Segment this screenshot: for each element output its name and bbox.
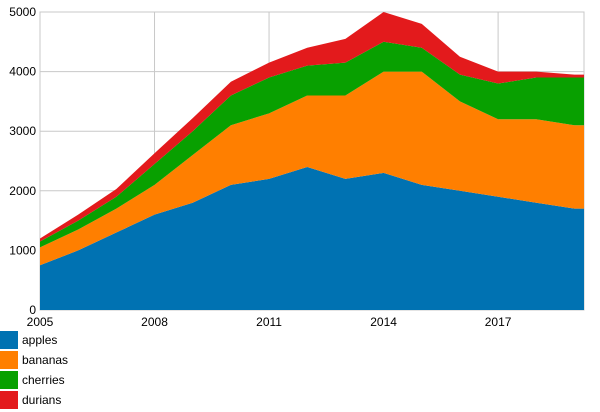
axes: 0 1000 2000 3000 4000 5000 2005 2008 2011 2014 201… — [9, 5, 511, 329]
y-tick-label: 0 — [29, 303, 36, 317]
y-tick-label: 5000 — [9, 5, 36, 19]
x-tick-label: 2017 — [485, 315, 512, 329]
area-series — [40, 12, 584, 310]
x-tick-label: 2008 — [141, 315, 168, 329]
y-tick-label: 2000 — [9, 184, 36, 198]
y-tick-label: 4000 — [9, 65, 36, 79]
x-tick-label: 2014 — [370, 315, 397, 329]
legend-swatch — [0, 371, 18, 389]
area-apples — [40, 166, 584, 310]
y-tick-label: 3000 — [9, 124, 36, 138]
x-tick-label: 2005 — [27, 315, 54, 329]
legend-label: bananas — [22, 353, 69, 367]
area-bananas — [40, 71, 584, 266]
legend-label: cherries — [22, 373, 65, 387]
legend-swatch — [0, 331, 18, 349]
legend-label: durians — [22, 393, 62, 407]
x-tick-label: 2011 — [256, 315, 282, 329]
stacked-area-chart: 0 1000 2000 3000 4000 5000 2005 2008 2011 2014 201… — [9, 5, 585, 329]
legend-swatch — [0, 351, 18, 369]
area-cherries — [40, 41, 584, 248]
legend-swatch — [0, 391, 18, 409]
legend-label: apples — [22, 333, 58, 347]
y-tick-label: 1000 — [9, 243, 36, 257]
area-durians — [40, 12, 584, 242]
